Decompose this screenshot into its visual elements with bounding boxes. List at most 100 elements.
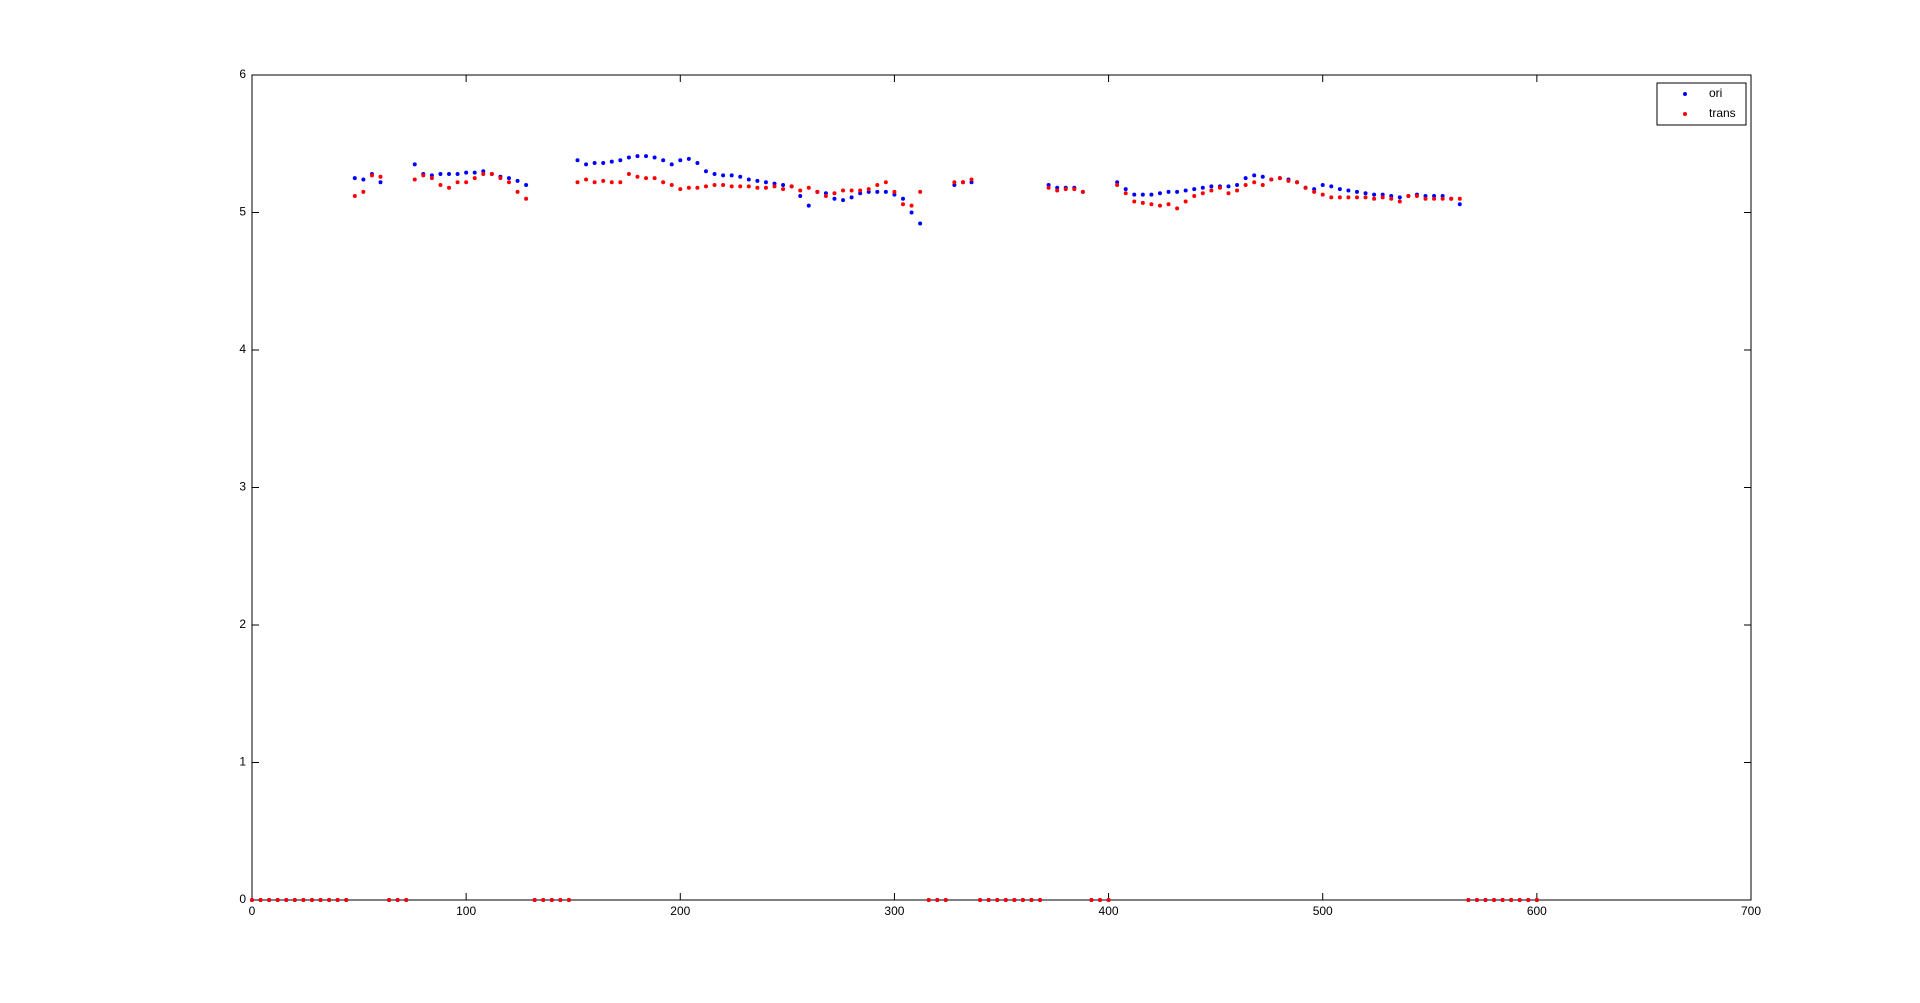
point (1183, 199, 1188, 204)
point (892, 192, 897, 197)
point (943, 898, 948, 902)
point (1380, 195, 1385, 200)
point (866, 189, 871, 194)
point (1509, 898, 1514, 902)
legend-marker (1683, 92, 1687, 96)
point (1260, 183, 1265, 187)
point (806, 203, 811, 208)
point (969, 180, 974, 185)
point (489, 172, 494, 176)
point (952, 180, 957, 185)
point (592, 161, 597, 165)
point (1226, 184, 1231, 189)
point (575, 180, 580, 185)
point (1354, 189, 1359, 194)
point (832, 196, 837, 201)
point (1192, 194, 1197, 198)
x-tick-label: 300 (884, 904, 904, 918)
point (412, 162, 417, 167)
point (1140, 200, 1145, 205)
point (601, 161, 606, 165)
point (361, 189, 366, 194)
point (421, 173, 426, 178)
point (1329, 184, 1334, 189)
point (344, 898, 349, 902)
point (395, 898, 400, 902)
point (1192, 187, 1197, 192)
point (549, 898, 554, 902)
point (1243, 176, 1248, 181)
point (618, 180, 623, 185)
point (918, 221, 923, 226)
point (455, 172, 460, 176)
point (909, 203, 914, 208)
point (1175, 206, 1180, 211)
point (361, 177, 366, 182)
point (849, 195, 854, 200)
point (1389, 196, 1394, 201)
point (524, 196, 529, 201)
point (772, 181, 777, 186)
legend-label: ori (1709, 86, 1722, 100)
point (883, 189, 888, 194)
point (506, 180, 511, 185)
point (746, 184, 751, 189)
point (1132, 199, 1137, 204)
point (1235, 188, 1240, 193)
point (960, 180, 965, 185)
point (618, 158, 623, 163)
x-tick-label: 700 (1741, 904, 1761, 918)
point (686, 156, 691, 161)
point (1055, 188, 1060, 193)
point (447, 185, 452, 190)
point (626, 172, 631, 176)
point (969, 177, 974, 182)
y-tick-label: 3 (239, 480, 246, 494)
point (1500, 898, 1505, 902)
point (1457, 202, 1462, 207)
point (883, 180, 888, 185)
point (275, 898, 280, 902)
point (738, 174, 743, 179)
point (798, 188, 803, 193)
point (635, 154, 640, 159)
point (1303, 185, 1308, 190)
point (284, 898, 289, 902)
point (1440, 194, 1445, 198)
point (858, 191, 863, 196)
point (746, 177, 751, 182)
point (986, 898, 991, 902)
point (575, 158, 580, 163)
point (447, 172, 452, 176)
point (1157, 203, 1162, 208)
point (566, 898, 571, 902)
point (823, 191, 828, 196)
point (1526, 898, 1531, 902)
point (1252, 173, 1257, 178)
point (626, 155, 631, 160)
point (652, 155, 657, 160)
point (584, 177, 589, 182)
point (644, 154, 649, 159)
point (438, 172, 443, 176)
point (823, 194, 828, 198)
point (1132, 192, 1137, 197)
point (1474, 898, 1479, 902)
point (1269, 177, 1274, 182)
point (866, 187, 871, 192)
point (755, 185, 760, 190)
point (412, 177, 417, 182)
point (1012, 898, 1017, 902)
point (267, 898, 272, 902)
point (1329, 195, 1334, 200)
point (1157, 191, 1162, 196)
point (926, 898, 931, 902)
point (1363, 191, 1368, 196)
point (1149, 202, 1154, 207)
point (584, 162, 589, 167)
point (952, 183, 957, 187)
point (301, 898, 306, 902)
point (1183, 188, 1188, 193)
point (875, 183, 880, 187)
point (1312, 189, 1317, 194)
